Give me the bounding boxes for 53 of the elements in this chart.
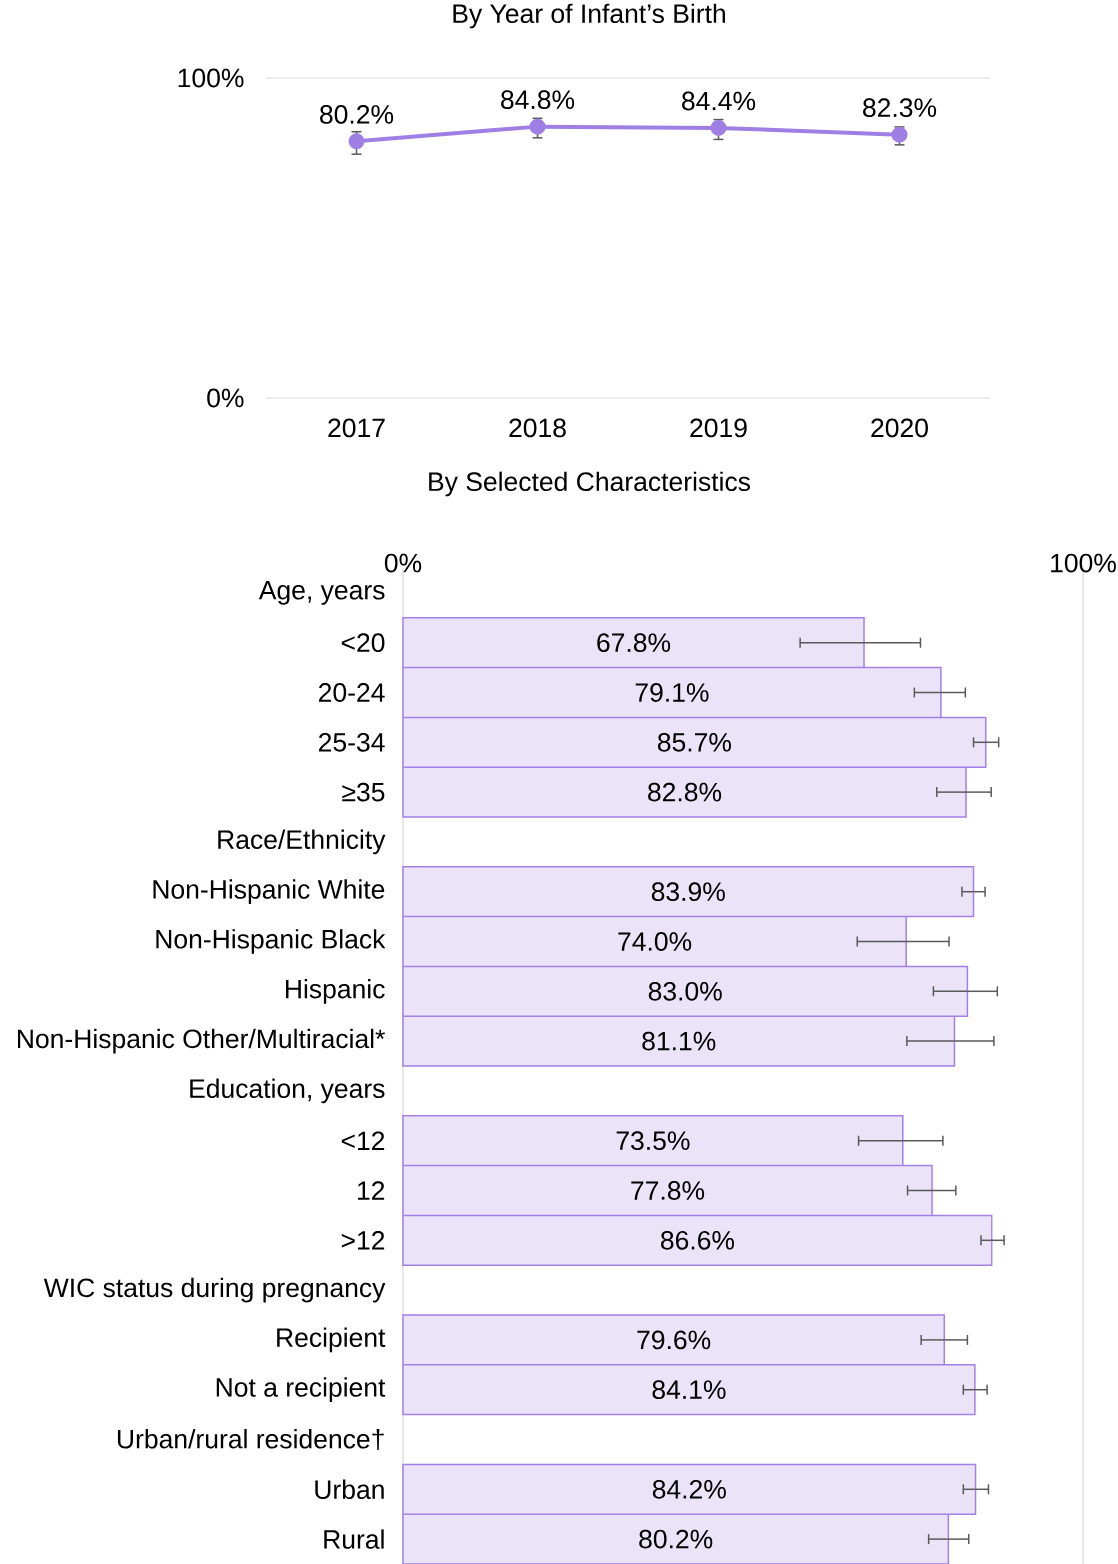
bar [402, 1513, 950, 1564]
data-label: 83.0% [648, 981, 722, 1001]
y-tick-label: Hispanic [286, 978, 385, 1004]
x-tick-label: 2017 [328, 418, 385, 438]
y-tick-label: WIC status during pregnancy [43, 1277, 386, 1303]
chart-title: By Selected Characteristics [429, 471, 750, 497]
y-tick-label: Non-Hispanic Other/Multiracial* [17, 1028, 385, 1054]
data-label: 85.7% [657, 732, 731, 752]
y-tick-label: 0% [207, 388, 244, 408]
y-tick-label: 12 [358, 1181, 385, 1200]
y-tick-label: <20 [341, 633, 385, 653]
y-tick-label: Urban/rural residence† [117, 1429, 384, 1450]
data-label: 74.0% [618, 932, 692, 951]
bar [402, 1463, 977, 1515]
y-tick-label: Urban [315, 1479, 384, 1500]
data-label: 86.6% [661, 1230, 735, 1250]
x-tick-label: 2019 [690, 418, 747, 438]
y-tick-label: 100% [178, 68, 244, 88]
bar [402, 1364, 976, 1416]
y-tick-label: Recipient [277, 1327, 386, 1353]
y-tick-label: Non-Hispanic Black [156, 929, 386, 954]
y-tick-label: ≥35 [342, 782, 385, 802]
y-tick-label: Not a recipient [216, 1377, 386, 1403]
x-tick-label: 2020 [871, 418, 928, 438]
data-label: 80.2% [320, 105, 394, 124]
data-label: 82.8% [648, 782, 722, 802]
y-tick-label: Race/Ethnicity [218, 829, 386, 855]
y-tick-label: Age, years [258, 581, 385, 605]
data-label: 67.8% [597, 633, 671, 653]
data-label: 79.6% [637, 1330, 711, 1350]
data-label: 84.1% [652, 1380, 726, 1400]
bar [402, 766, 967, 818]
data-label: 83.9% [651, 882, 725, 902]
bar [402, 1314, 946, 1366]
data-label: 84.4% [682, 91, 756, 111]
data-label: 84.2% [652, 1479, 726, 1499]
data-label: 82.3% [863, 98, 937, 118]
bar [402, 1015, 956, 1067]
y-tick-label: >12 [341, 1231, 385, 1250]
chart-title: By Year of Infant’s Birth [453, 3, 725, 29]
y-tick-label: Education, years [190, 1078, 385, 1104]
y-tick-label: 25-34 [319, 732, 385, 752]
data-label: 79.1% [635, 683, 709, 702]
y-tick-label: <12 [341, 1131, 385, 1150]
data-label: 81.1% [642, 1031, 716, 1051]
y-tick-label: Rural [324, 1529, 384, 1549]
y-tick-label: Non-Hispanic White [153, 879, 385, 905]
data-label: 80.2% [639, 1529, 713, 1549]
data-label: 84.8% [501, 90, 575, 110]
x-tick-label: 2018 [509, 418, 566, 438]
data-label: 73.5% [616, 1131, 690, 1151]
y-tick-label: 20-24 [319, 683, 385, 702]
data-label: 77.8% [631, 1181, 705, 1200]
